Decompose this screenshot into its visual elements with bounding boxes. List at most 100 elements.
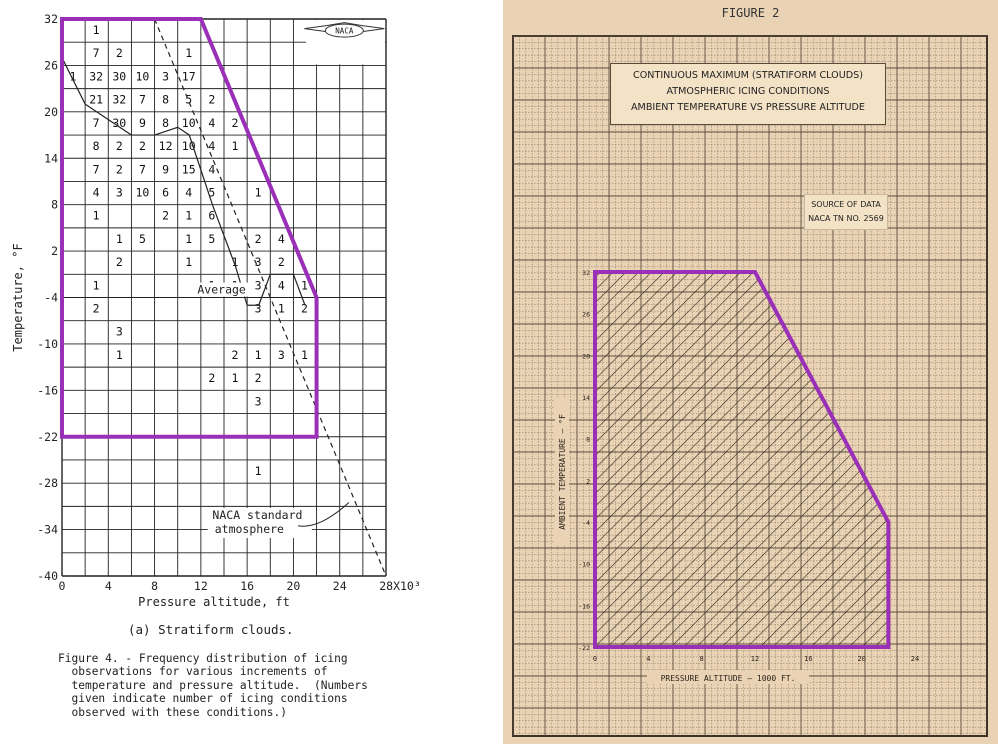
y-tick-label: -10 xyxy=(578,561,590,569)
cell-count: 7 xyxy=(93,46,100,60)
cell-count: 30 xyxy=(112,116,126,130)
cell-count: 4 xyxy=(93,185,100,199)
y-tick-label: 14 xyxy=(582,394,590,402)
cell-count: 10 xyxy=(182,139,196,153)
y-tick-label: -4 xyxy=(44,291,58,305)
cell-count: 2 xyxy=(162,209,169,223)
y-axis-label-bg xyxy=(555,398,569,546)
source-line-1: SOURCE OF DATA xyxy=(811,200,881,209)
title-line-2: ATMOSPHERIC ICING CONDITIONS xyxy=(666,86,830,97)
y-tick-label: 2 xyxy=(586,477,590,485)
y-axis-label: AMBIENT TEMPERATURE – °F xyxy=(558,414,567,530)
x-tick-label: 20 xyxy=(286,579,300,593)
left-figure: NACA 32 26 20 14 8 2 -4 -10 -16 -22 -28 -34 -40 0 4 8 12 1… xyxy=(0,0,495,744)
y-tick-label: -34 xyxy=(37,523,58,537)
cell-count: 1 xyxy=(93,278,100,292)
cell-count: 10 xyxy=(182,116,196,130)
cell-count: 3 xyxy=(255,394,262,408)
figure-caption: Figure 4. - Frequency distribution of ic… xyxy=(58,652,368,719)
x-tick-label: 8 xyxy=(700,655,704,663)
x-tick-label: 0 xyxy=(59,579,66,593)
annotation-average: Average xyxy=(197,283,246,297)
x-tick-label: 12 xyxy=(194,579,208,593)
x-tick-label: 20 xyxy=(857,655,865,663)
cell-count: 3 xyxy=(116,325,123,339)
y-tick-label: -22 xyxy=(37,430,58,444)
cell-count: 5 xyxy=(139,232,146,246)
cell-count: 2 xyxy=(139,139,146,153)
y-tick-label: 26 xyxy=(582,311,590,319)
x-tick-label: 16 xyxy=(240,579,254,593)
y-tick-label: 8 xyxy=(586,436,590,444)
x-tick-label: 4 xyxy=(646,655,650,663)
cell-count: 4 xyxy=(185,185,192,199)
title-line-3: AMBIENT TEMPERATURE VS PRESSURE ALTITUDE xyxy=(630,102,865,113)
cell-count: 1 xyxy=(116,232,123,246)
cell-count: 1 xyxy=(93,23,100,37)
cell-count: 1 xyxy=(301,278,308,292)
cell-count: 1 xyxy=(185,255,192,269)
cell-count: 1 xyxy=(255,348,262,362)
y-tick-label: 32 xyxy=(582,269,590,277)
cell-count: 7 xyxy=(139,162,146,176)
cell-count: 5 xyxy=(185,93,192,107)
x-tick-label: 4 xyxy=(105,579,112,593)
cell-count: 1 xyxy=(185,232,192,246)
cell-count: 1 xyxy=(185,209,192,223)
cell-count: 10 xyxy=(135,185,149,199)
cell-count: 2 xyxy=(93,302,100,316)
cell-count: 1 xyxy=(301,348,308,362)
cell-count: 3 xyxy=(116,185,123,199)
cell-count: 1 xyxy=(185,46,192,60)
y-axis-label: Temperature, °F xyxy=(11,243,25,351)
x-tick-label: 8 xyxy=(151,579,158,593)
cell-count: 9 xyxy=(139,116,146,130)
chart-title-box: CONTINUOUS MAXIMUM (STRATIFORM CLOUDS) A… xyxy=(610,63,886,125)
y-tick-label: 20 xyxy=(44,105,58,119)
icing-envelope-outline xyxy=(593,270,891,649)
cell-count: 21 xyxy=(89,93,103,107)
subcaption: (a) Stratiform clouds. xyxy=(128,622,294,637)
annotation-average-bg xyxy=(195,282,252,297)
cell-count: 2 xyxy=(278,255,285,269)
cell-count: 8 xyxy=(162,116,169,130)
icing-envelope-hatch xyxy=(595,272,889,647)
cell-count: 1 xyxy=(255,185,262,199)
figure-label: FIGURE 2 xyxy=(721,6,780,20)
cell-count: 3 xyxy=(278,348,285,362)
cell-count: 15 xyxy=(182,162,196,176)
cell-count: 6 xyxy=(162,185,169,199)
cell-count: 1 xyxy=(232,255,239,269)
cell-count: 4 xyxy=(208,162,215,176)
naca-logo-oval xyxy=(324,23,364,38)
annotation-naca-line1: NACA standard xyxy=(212,508,302,522)
cell-count: 1 xyxy=(93,209,100,223)
average-line xyxy=(61,57,306,306)
icing-envelope-outline xyxy=(60,17,319,439)
annotation-naca-bg xyxy=(207,507,312,538)
right-chart: 0 4 8 12 16 20 24 32 26 20 14 8 2 -4 -10 -16 -22 PRESSURE… xyxy=(512,35,988,737)
x-axis-label-bg xyxy=(647,670,809,684)
source-line-2: NACA TN NO. 2569 xyxy=(808,214,884,223)
cell-count: 2 xyxy=(116,255,123,269)
y-tick-label: -10 xyxy=(37,337,58,351)
cell-count: 32 xyxy=(89,69,103,83)
y-tick-label: 2 xyxy=(51,244,58,258)
cell-count: 4 xyxy=(278,232,285,246)
cell-count: 2 xyxy=(116,46,123,60)
cell-count: 30 xyxy=(112,69,126,83)
title-line-1: CONTINUOUS MAXIMUM (STRATIFORM CLOUDS) xyxy=(633,70,863,81)
cell-count: 2 xyxy=(116,139,123,153)
y-tick-label: -4 xyxy=(582,519,590,527)
cell-count: 8 xyxy=(162,93,169,107)
y-tick-label: -40 xyxy=(37,569,58,583)
naca-logo-text: NACA xyxy=(335,27,354,36)
cell-count: 4 xyxy=(208,139,215,153)
y-tick-label: 8 xyxy=(51,198,58,212)
cell-count: 1 xyxy=(116,348,123,362)
right-figure: 0 4 8 12 16 20 24 32 26 20 14 8 2 -4 -10 -16 -22 PRESSURE… xyxy=(503,0,998,744)
cell-count: 1 xyxy=(70,69,77,83)
x-axis-label: PRESSURE ALTITUDE – 1000 FT. xyxy=(661,674,796,683)
y-tick-label: -22 xyxy=(578,644,590,652)
cell-count: 2 xyxy=(255,371,262,385)
